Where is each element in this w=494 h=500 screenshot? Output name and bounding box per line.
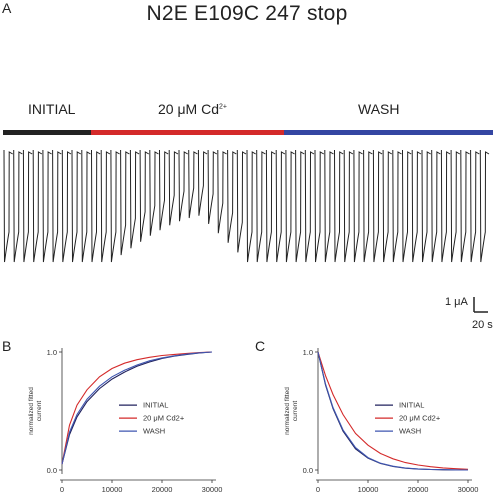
legend-label: WASH — [399, 427, 421, 436]
trace-sweep — [275, 149, 286, 263]
series-line-1 — [317, 351, 469, 471]
trace-sweep — [13, 149, 23, 263]
scale-bar — [473, 297, 488, 313]
chart-c: 0.0 1.0 0 10000 20000 30000 normalized fittedc… — [284, 348, 479, 494]
trace-sweep — [178, 149, 188, 222]
trace-sweep — [334, 149, 344, 263]
condition-label-cadmium-sup: 2+ — [218, 103, 227, 111]
trace-sweep — [71, 149, 82, 263]
trace-sweep — [149, 149, 159, 236]
trace-sweep — [81, 149, 91, 263]
trace-sweep — [460, 149, 470, 263]
x-tick-label: 20000 — [408, 485, 429, 494]
trace-sweep — [61, 149, 72, 263]
trace-sweep — [32, 149, 43, 263]
trace-sweep — [382, 149, 393, 263]
trace-sweep — [265, 149, 276, 263]
x-tick-label: 30000 — [458, 485, 479, 494]
x-tick-label: 20000 — [152, 485, 173, 494]
legend-label: 20 μM Cd2+ — [143, 414, 185, 423]
trace-sweep — [314, 149, 325, 263]
trace-sweep — [421, 149, 431, 263]
condition-label-cadmium: 20 μM Cd2+ — [158, 101, 227, 117]
series-line-2 — [61, 351, 213, 465]
trace-sweep — [217, 149, 227, 234]
y-tick-label: 1.0 — [47, 348, 57, 357]
trace-sweep — [22, 149, 33, 263]
trace-sweep — [207, 149, 218, 224]
legend-label: INITIAL — [143, 401, 168, 410]
x-tick-label: 0 — [316, 485, 320, 494]
panel-a-letter: A — [2, 0, 12, 16]
x-tick-label: 0 — [60, 485, 64, 494]
y-tick-label: 1.0 — [303, 348, 313, 357]
condition-label-cadmium-text: 20 μM Cd — [158, 101, 219, 117]
series-line-3 — [61, 351, 213, 465]
trace-sweep — [470, 149, 480, 263]
y-tick-label: 0.0 — [47, 466, 57, 475]
panel-c-letter: C — [255, 338, 266, 354]
trace-sweep — [129, 149, 140, 249]
trace-sweep — [3, 149, 13, 263]
trace-sweep — [236, 149, 247, 253]
trace-sweep — [227, 149, 237, 243]
trace-sweep — [402, 149, 412, 263]
trace-sweep — [363, 149, 373, 263]
trace-sweep — [168, 149, 179, 226]
trace-sweep — [246, 149, 256, 263]
series-line-1 — [61, 351, 213, 465]
trace-sweep — [52, 149, 62, 263]
trace-sweep — [353, 149, 363, 263]
trace-sweeps — [3, 149, 490, 263]
x-tick-label: 10000 — [102, 485, 123, 494]
trace-sweep — [295, 149, 305, 263]
trace-sweep — [42, 149, 52, 263]
trace-sweep — [159, 149, 169, 231]
series-line-3 — [317, 351, 469, 471]
trace-sweep — [188, 149, 198, 219]
condition-label-initial-text: INITIAL — [28, 101, 76, 117]
trace-sweep — [285, 149, 295, 263]
trace-sweep — [100, 149, 111, 263]
series-line-2 — [317, 351, 469, 470]
scale-time-label: 20 s — [472, 319, 493, 331]
x-tick-label: 10000 — [358, 485, 379, 494]
trace-sweep — [256, 149, 266, 263]
trace-sweep — [431, 149, 441, 263]
trace-sweep — [91, 149, 101, 263]
trace-sweep — [120, 149, 130, 256]
legend-label: WASH — [143, 427, 165, 436]
trace-sweep — [110, 149, 120, 263]
trace-sweep — [440, 149, 451, 263]
y-axis-label: normalized fittedcurrent — [284, 387, 299, 435]
condition-bar-initial — [3, 130, 91, 135]
trace-sweep — [392, 149, 402, 263]
trace-sweep — [197, 149, 208, 216]
figure-title: N2E E109C 247 stop — [146, 2, 348, 25]
y-tick-label: 0.0 — [303, 466, 313, 475]
trace-sweep — [411, 149, 422, 263]
trace-sweep — [304, 149, 315, 263]
condition-label-wash-text: WASH — [358, 101, 400, 117]
x-tick-label: 30000 — [202, 485, 223, 494]
trace-sweep — [139, 149, 150, 242]
legend-label: 20 μM Cd2+ — [399, 414, 441, 423]
panel-b-letter: B — [2, 338, 12, 354]
chart-b: 0.0 1.0 0 10000 20000 30000 normalized fittedc… — [28, 348, 223, 494]
trace-sweep — [479, 149, 490, 263]
y-axis-label: normalized fittedcurrent — [28, 387, 43, 435]
scale-current-label: 1 μA — [445, 296, 468, 308]
trace-sweep — [324, 149, 334, 263]
trace-sweep — [372, 149, 383, 263]
condition-label-initial: INITIAL — [28, 101, 75, 117]
condition-label-wash: WASH — [358, 101, 399, 117]
condition-bar-cadmium — [91, 130, 284, 135]
trace-sweep — [343, 149, 354, 263]
condition-bar-wash — [284, 130, 493, 135]
legend-label: INITIAL — [399, 401, 424, 410]
trace-sweep — [450, 149, 461, 263]
current-trace — [3, 149, 490, 263]
